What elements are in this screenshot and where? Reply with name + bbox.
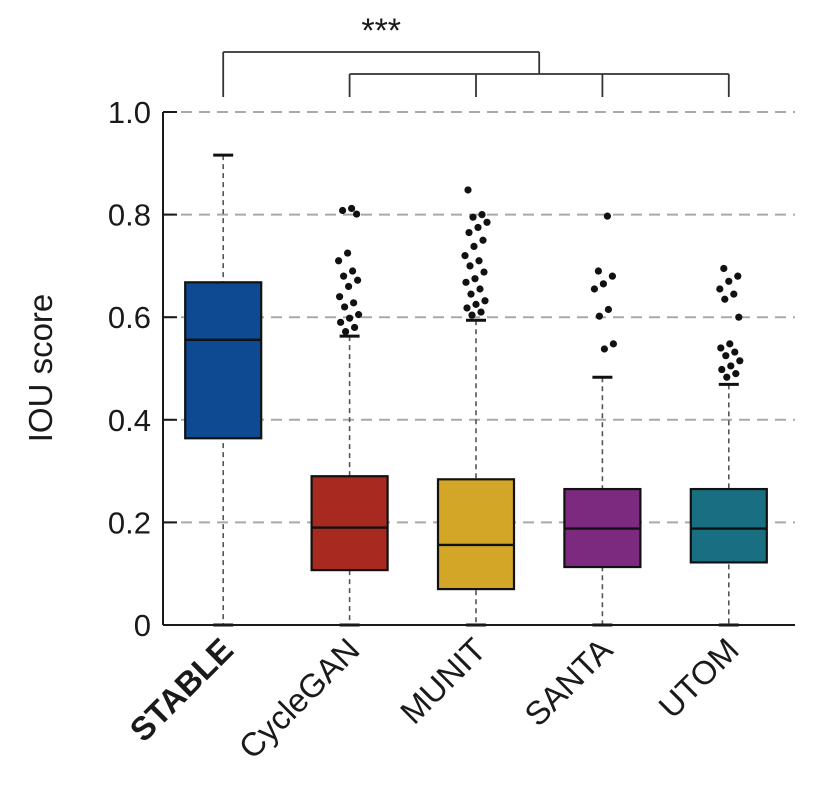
outlier-point (340, 272, 348, 280)
outlier-point (474, 223, 482, 232)
outlier-point (732, 370, 740, 378)
box-santa (563, 212, 642, 627)
outlier-point (478, 211, 486, 219)
outlier-point (725, 277, 733, 285)
outlier-point (723, 373, 731, 381)
outlier-point (480, 268, 488, 276)
outlier-point (594, 267, 603, 275)
outlier-point (350, 299, 358, 307)
outlier-point (726, 340, 734, 348)
y-tick-label: 0.2 (108, 505, 151, 540)
outlier-point (734, 272, 742, 280)
outlier-point (609, 340, 618, 348)
box-stable (184, 153, 263, 627)
outlier-point (736, 357, 744, 365)
outlier-point (599, 280, 608, 288)
outlier-point (718, 365, 726, 374)
outlier-point (477, 308, 485, 316)
outlier-point (344, 249, 352, 257)
outlier-point (464, 186, 472, 194)
outlier-point (353, 210, 361, 218)
outlier-point (462, 278, 470, 286)
outlier-point (342, 327, 350, 336)
outlier-point (345, 282, 353, 291)
outlier-point (339, 206, 347, 215)
outlier-point (465, 228, 473, 237)
box-cyclegan (310, 204, 389, 627)
outlier-point (476, 285, 484, 293)
significance-bracket (222, 51, 730, 97)
outlier-point (483, 218, 491, 226)
outlier-point (595, 312, 604, 320)
outlier-point (469, 213, 477, 221)
outlier-point (717, 344, 725, 352)
outlier-point (727, 362, 735, 370)
outlier-point (461, 252, 469, 260)
outlier-point (471, 275, 479, 283)
outlier-point (475, 257, 483, 265)
y-ticks: 0 0.2 0.4 0.6 0.8 1.0 (108, 95, 177, 643)
outlier-point (349, 267, 357, 275)
iqr-box (310, 475, 389, 572)
outlier-point (348, 204, 356, 213)
y-tick-label: 1.0 (108, 95, 151, 130)
outlier-point (354, 276, 362, 284)
y-axis-title: IOU score (22, 294, 59, 443)
outlier-point (721, 295, 729, 303)
outlier-point (468, 311, 476, 319)
outlier-point (351, 323, 359, 332)
box-series (184, 153, 768, 627)
outlier-point (467, 290, 475, 298)
iqr-box (689, 487, 768, 564)
outlier-point (470, 242, 478, 251)
box-utom (689, 264, 768, 627)
x-tick-label: SANTA (517, 631, 619, 733)
outlier-point (466, 262, 474, 270)
box-munit (436, 186, 516, 627)
outlier-point (604, 305, 613, 314)
outlier-point (335, 257, 343, 265)
x-tick-label: UTOM (651, 631, 745, 725)
y-tick-label: 0.4 (108, 403, 151, 438)
outlier-point (590, 285, 599, 293)
outlier-point (337, 318, 345, 326)
y-tick-label: 0.8 (108, 198, 151, 233)
outlier-point (481, 297, 489, 305)
iqr-box (184, 281, 263, 440)
outlier-point (735, 313, 743, 321)
outlier-point (336, 293, 344, 301)
outlier-point (600, 345, 609, 353)
x-tick-label: STABLE (122, 631, 240, 749)
y-tick-label: 0.6 (108, 300, 151, 335)
x-tick-label: CycleGAN (231, 631, 366, 766)
outlier-point (479, 236, 487, 244)
outlier-point (463, 304, 471, 312)
outlier-point (346, 314, 354, 322)
outlier-point (355, 311, 363, 319)
outlier-point (720, 264, 728, 273)
axes (162, 112, 795, 626)
outlier-point (722, 352, 730, 360)
y-tick-label: 0 (134, 608, 151, 643)
iqr-box (436, 478, 516, 591)
significance-label: *** (361, 12, 401, 50)
outlier-point (341, 303, 349, 311)
outlier-point (603, 212, 612, 220)
outlier-point (716, 285, 724, 293)
outlier-point (608, 272, 617, 280)
outlier-point (472, 300, 480, 308)
outlier-point (731, 348, 739, 356)
outlier-point (730, 290, 738, 298)
x-tick-label: MUNIT (393, 631, 493, 731)
